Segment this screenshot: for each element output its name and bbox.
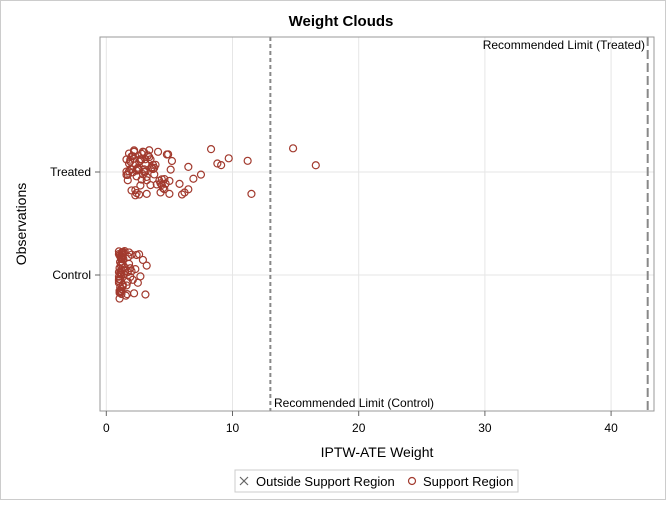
chart-title: Weight Clouds	[289, 13, 394, 30]
data-point-control	[121, 291, 130, 300]
data-point-treated	[247, 189, 256, 199]
data-point-treated	[129, 146, 139, 155]
data-point-treated	[150, 163, 159, 172]
legend-support-region: Support Region	[423, 474, 513, 489]
data-point-treated	[206, 145, 216, 154]
data-point-treated	[127, 186, 136, 195]
data-point-treated	[243, 156, 252, 165]
data-point-control	[127, 267, 136, 276]
y-tick-label-treated: Treated	[50, 165, 91, 179]
ref-label-control: Recommended Limit (Control)	[274, 396, 434, 410]
data-point-treated	[136, 181, 145, 190]
data-point-control	[133, 278, 142, 287]
y-axis: Treated Control	[50, 165, 100, 282]
data-point-control	[120, 246, 129, 256]
x-tick-label: 10	[226, 421, 240, 435]
data-point-control	[141, 290, 150, 299]
data-point-treated	[136, 156, 145, 165]
legend: Outside Support Region Support Region	[234, 469, 519, 493]
data-point-treated	[311, 161, 320, 170]
data-point-treated	[177, 190, 187, 199]
data-point-treated	[126, 164, 135, 174]
data-point-treated	[165, 189, 174, 198]
data-point-treated	[146, 155, 155, 164]
data-point-treated	[145, 146, 154, 155]
data-point-treated	[184, 185, 193, 194]
y-axis-label: Observations	[13, 183, 29, 265]
x-tick-label: 30	[478, 421, 492, 435]
data-point-control	[142, 261, 151, 270]
data-point-treated	[160, 185, 169, 194]
data-point-control	[124, 248, 134, 257]
circle-marker-icon	[407, 476, 417, 486]
data-point-control	[114, 247, 124, 256]
data-point-control	[118, 282, 127, 291]
data-point-treated	[157, 180, 166, 189]
data-point-treated	[137, 155, 146, 164]
data-point-treated	[148, 164, 158, 174]
data-point-treated	[135, 190, 144, 199]
data-point-treated	[146, 180, 155, 190]
data-point-treated	[153, 147, 163, 156]
x-tick-label: 40	[604, 421, 618, 435]
data-points	[114, 144, 320, 303]
data-point-treated	[196, 170, 206, 179]
data-point-treated	[175, 179, 184, 188]
y-tick-label-control: Control	[52, 268, 91, 282]
data-point-control	[135, 250, 144, 259]
data-point-treated	[133, 164, 142, 174]
data-point-treated	[123, 176, 132, 185]
x-axis: 0 10 20 30 40	[103, 411, 618, 435]
legend-box	[234, 469, 519, 493]
x-tick-label: 0	[103, 421, 110, 435]
x-tick-label: 20	[352, 421, 366, 435]
data-point-control	[126, 272, 135, 282]
data-point-treated	[184, 162, 193, 171]
data-point-control	[123, 277, 132, 286]
data-point-treated	[122, 155, 131, 164]
data-point-treated	[142, 172, 151, 182]
data-point-treated	[288, 144, 298, 153]
data-point-treated	[142, 189, 151, 198]
data-point-treated	[140, 148, 149, 157]
data-point-control	[123, 290, 132, 299]
data-point-control	[122, 281, 131, 290]
data-point-treated	[156, 179, 165, 188]
data-point-treated	[167, 156, 177, 166]
data-point-treated	[141, 167, 150, 176]
reference-lines	[269, 37, 649, 411]
data-point-control	[123, 267, 132, 277]
data-point-treated	[224, 154, 233, 163]
data-point-control	[129, 289, 139, 298]
data-point-treated	[164, 150, 173, 159]
ref-label-treated: Recommended Limit (Treated)	[483, 38, 645, 52]
data-point-control	[124, 252, 133, 261]
data-point-treated	[158, 184, 168, 193]
data-point-control	[138, 255, 148, 265]
data-point-treated	[165, 176, 174, 186]
legend-outside-support: Outside Support Region	[256, 474, 395, 489]
data-point-treated	[217, 161, 226, 170]
x-axis-label: IPTW-ATE Weight	[321, 444, 434, 460]
data-point-treated	[124, 159, 134, 168]
gridlines	[100, 37, 654, 411]
data-point-treated	[166, 165, 175, 174]
x-marker-icon	[239, 476, 249, 486]
data-point-treated	[189, 174, 198, 183]
data-point-treated	[213, 159, 222, 168]
plot-frame	[99, 36, 655, 412]
